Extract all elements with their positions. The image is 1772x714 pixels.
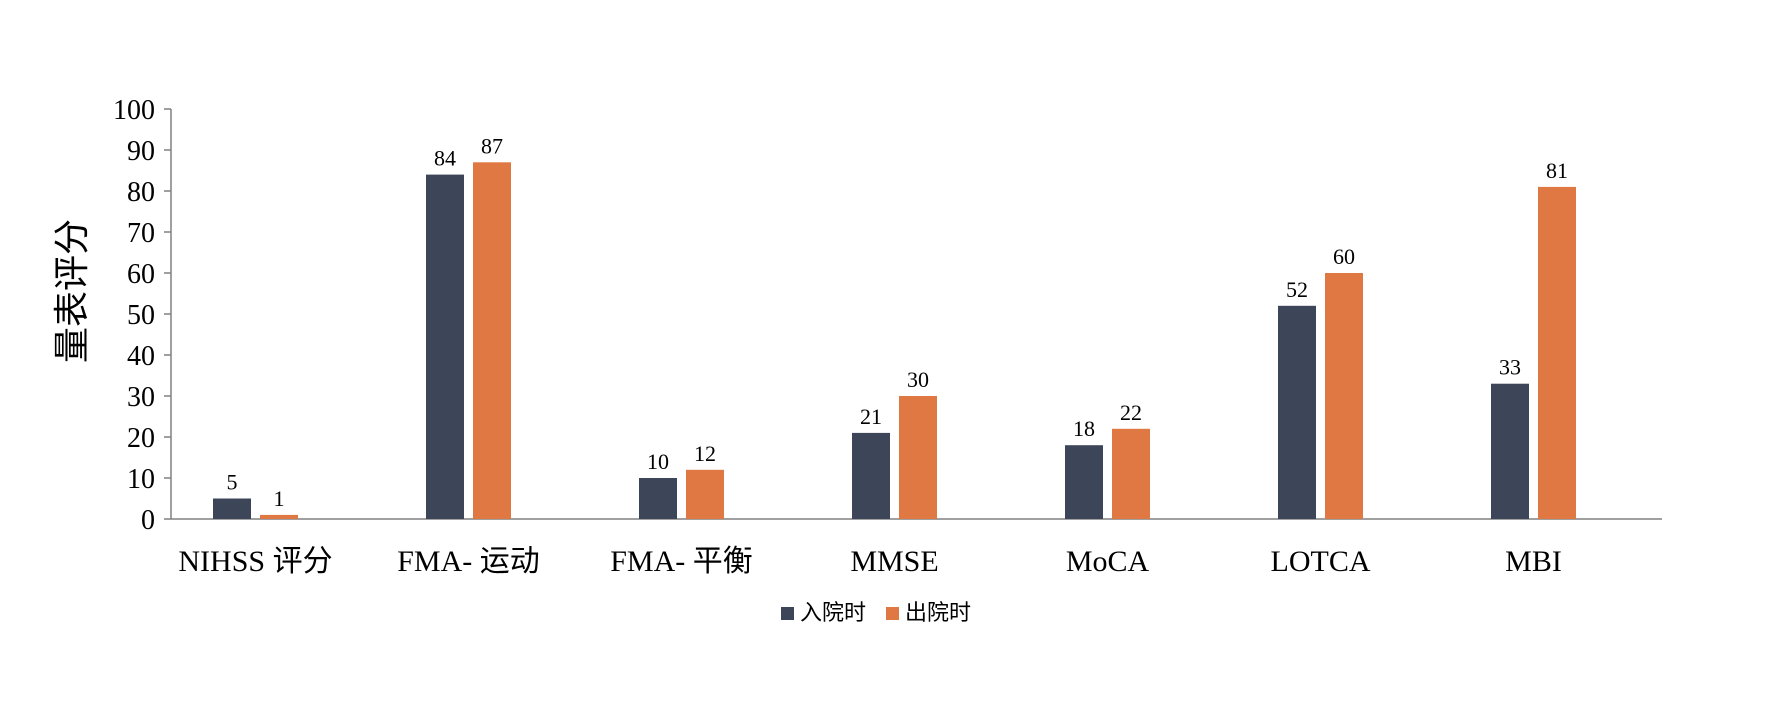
data-label: 81: [1546, 158, 1568, 183]
data-label: 30: [907, 367, 929, 392]
legend-label: 入院时: [800, 601, 866, 626]
y-tick-label: 90: [127, 136, 155, 167]
data-label: 60: [1333, 244, 1355, 269]
bar-discharge: [1112, 428, 1150, 519]
category-label: MMSE: [850, 545, 938, 578]
category-label: LOTCA: [1271, 545, 1371, 578]
y-tick-label: 0: [141, 505, 155, 536]
y-tick-label: 70: [127, 218, 155, 249]
data-label: 87: [481, 133, 503, 158]
bar-discharge: [1325, 273, 1363, 519]
legend-swatch: [886, 607, 899, 620]
bar-discharge: [1538, 186, 1576, 519]
bar-discharge: [260, 514, 298, 519]
legend-swatch: [781, 607, 794, 620]
data-label: 5: [227, 470, 238, 495]
data-label: 18: [1073, 416, 1095, 441]
bar-admission: [1278, 305, 1316, 519]
y-tick-group: 0 10 20 30 40 50 60 70 80 90 100: [113, 95, 171, 536]
data-label: 10: [647, 449, 669, 474]
bars-group: [213, 162, 1576, 520]
data-label: 1: [274, 486, 285, 511]
data-labels-group: 5 1 84 87 10 12 21 30 18 22 52 60 33 81: [227, 133, 1569, 511]
category-label: FMA- 平衡: [610, 545, 753, 578]
category-label: NIHSS 评分: [178, 545, 332, 578]
y-tick-label: 10: [127, 464, 155, 495]
y-axis-label: 量表评分: [52, 219, 92, 363]
legend-label: 出院时: [905, 601, 971, 626]
bar-admission: [1065, 445, 1103, 519]
y-tick-label: 30: [127, 382, 155, 413]
bar-discharge: [473, 162, 511, 520]
y-tick-label: 20: [127, 423, 155, 454]
y-tick-label: 100: [113, 95, 155, 126]
bar-discharge: [899, 396, 937, 519]
y-tick-label: 60: [127, 259, 155, 290]
y-tick-label: 40: [127, 341, 155, 372]
bar-discharge: [686, 469, 724, 519]
data-label: 33: [1499, 355, 1521, 380]
category-labels-group: NIHSS 评分 FMA- 运动 FMA- 平衡 MMSE MoCA LOTCA MBI: [178, 545, 1561, 578]
category-label: MoCA: [1066, 545, 1150, 578]
legend: 入院时 出院时: [781, 601, 971, 626]
bar-admission: [639, 478, 677, 519]
bar-admission: [1491, 383, 1529, 519]
y-tick-label: 50: [127, 300, 155, 331]
data-label: 12: [694, 441, 716, 466]
y-tick-label: 80: [127, 177, 155, 208]
category-label: MBI: [1505, 545, 1562, 578]
axes-group: 0 10 20 30 40 50 60 70 80 90 100: [113, 95, 1662, 536]
data-label: 22: [1120, 400, 1142, 425]
bar-admission: [852, 432, 890, 519]
bar-admission: [213, 498, 251, 519]
category-label: FMA- 运动: [397, 545, 540, 578]
data-label: 21: [860, 404, 882, 429]
data-label: 84: [434, 146, 456, 171]
bar-admission: [426, 174, 464, 519]
data-label: 52: [1286, 277, 1308, 302]
